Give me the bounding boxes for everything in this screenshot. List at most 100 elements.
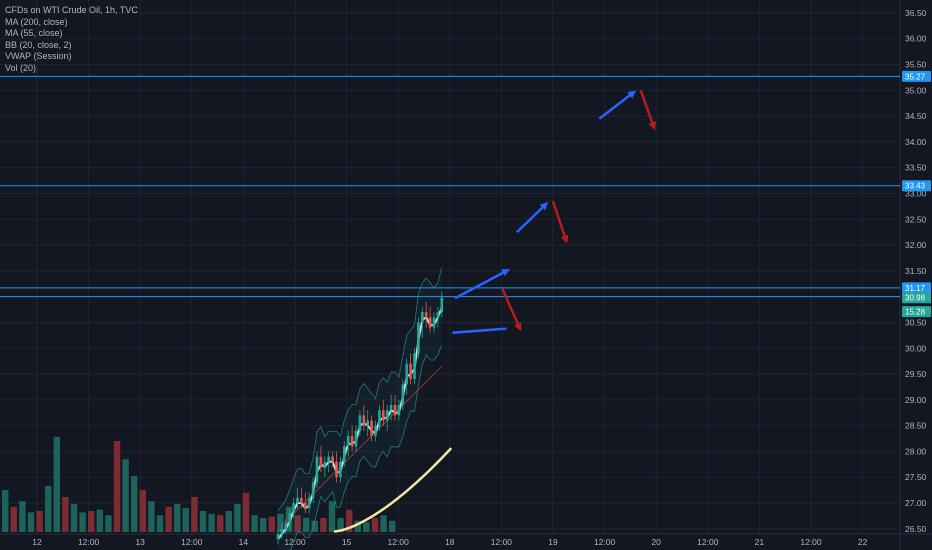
candle [393, 394, 397, 421]
candle-body [319, 456, 323, 467]
candle-body [378, 410, 381, 426]
legend-ma200[interactable]: MA (200, close) [5, 16, 68, 27]
candle [432, 312, 436, 333]
candle-body [401, 384, 405, 406]
legend-volume[interactable]: Vol (20) [5, 62, 37, 73]
arrow-down [639, 89, 657, 131]
candle [323, 456, 327, 478]
volume-bar [105, 515, 112, 532]
x-tick-label: 13 [135, 537, 145, 547]
x-tick-label: 12:00 [388, 537, 410, 547]
y-tick-label: 34.00 [905, 137, 927, 147]
candle [362, 405, 366, 431]
candle-body [346, 435, 350, 447]
candle [421, 306, 424, 338]
candle [424, 301, 428, 328]
volume-bar [2, 490, 9, 532]
legend-vwap[interactable]: VWAP (Session) [5, 51, 72, 62]
candle-body [350, 435, 354, 447]
volume-bar [294, 515, 301, 532]
volume-bar [122, 459, 129, 532]
price-tag-label: 30.98 [905, 294, 926, 303]
candle-body [323, 461, 327, 467]
trend-line [452, 327, 507, 335]
price-tag-label: 31.17 [905, 284, 926, 293]
volume-bar [53, 436, 60, 532]
volume-bar [217, 515, 224, 532]
price-tag-bg [902, 282, 931, 294]
candle-body [296, 497, 299, 504]
volume-bar [131, 476, 138, 532]
candles [276, 291, 444, 545]
candle-body [284, 523, 288, 529]
arrow-down [501, 288, 522, 332]
arrow-up [516, 202, 549, 234]
bollinger-fill [278, 266, 442, 550]
y-tick-label: 33.00 [905, 188, 927, 198]
candle [370, 415, 373, 442]
candle [409, 353, 412, 385]
x-tick-label: 18 [445, 537, 455, 547]
chart-legend: CFDs on WTI Crude Oil, 1h, TVC MA (200, … [5, 5, 138, 75]
candle [311, 477, 315, 504]
bollinger-lower [290, 344, 443, 550]
candle [428, 306, 432, 333]
volume-bar [268, 516, 275, 532]
x-tick-label: 14 [239, 537, 249, 547]
y-tick-label: 32.50 [905, 214, 927, 224]
volume-bar [371, 518, 379, 532]
candle [405, 358, 408, 395]
volume-bar [156, 515, 164, 532]
candle-body [370, 420, 373, 436]
y-tick-label: 32.00 [905, 240, 927, 250]
candle-body [374, 425, 377, 436]
candle [366, 410, 369, 436]
candle [288, 508, 291, 529]
x-tick-label: 12:00 [697, 537, 719, 547]
x-tick-label: 22 [858, 537, 868, 547]
ma200-line [333, 447, 452, 533]
candle-body [417, 322, 420, 354]
candle-body [300, 497, 303, 504]
price-tag: 33.43 [902, 180, 931, 192]
volume-bar [337, 518, 344, 532]
x-tick-label: 12 [32, 537, 42, 547]
price-tag-label: 35.27 [905, 72, 926, 81]
legend-ma55[interactable]: MA (55, close) [5, 28, 63, 39]
candle-body [389, 405, 393, 411]
candle [304, 492, 307, 514]
candle [440, 291, 444, 318]
y-tick-label: 31.50 [905, 266, 927, 276]
volume-bar [277, 513, 284, 532]
volume-bar [79, 512, 86, 532]
volume-bar [346, 509, 353, 532]
candle [339, 456, 342, 483]
candle [374, 420, 377, 442]
bollinger-upper [277, 266, 443, 512]
volume-bar [165, 506, 172, 532]
volume-bar [174, 504, 181, 532]
arrow-down [551, 200, 569, 244]
candle-body [409, 363, 412, 380]
y-tick-label: 29.00 [905, 395, 927, 405]
candle [350, 425, 354, 452]
candle-body [304, 503, 307, 509]
volume-bar [251, 515, 258, 532]
price-tag-bg [902, 70, 931, 82]
legend-title[interactable]: CFDs on WTI Crude Oil, 1h, TVC [5, 5, 138, 15]
candle [401, 379, 405, 411]
volume-bar [19, 501, 26, 532]
candle-body [354, 430, 358, 447]
x-tick-label: 12:00 [491, 537, 513, 547]
y-tick-label: 36.50 [905, 8, 927, 18]
legend-bb[interactable]: BB (20, close, 2) [5, 39, 72, 50]
candle-body [405, 363, 408, 385]
candle-body [358, 415, 362, 431]
candle [385, 405, 389, 431]
volume-bar [88, 511, 95, 532]
y-tick-label: 34.50 [905, 111, 927, 121]
x-axis: 12 12:00 13 12:00 14 12:00 15 12:00 18 12:00 19 12:… [32, 537, 867, 547]
volume-bars [2, 436, 396, 532]
